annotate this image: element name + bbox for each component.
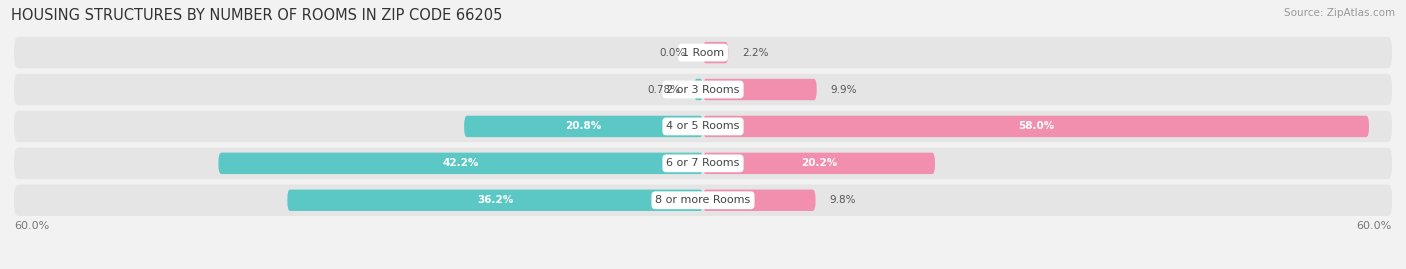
Text: 20.8%: 20.8% — [565, 121, 602, 132]
FancyBboxPatch shape — [14, 185, 1392, 216]
Text: 2 or 3 Rooms: 2 or 3 Rooms — [666, 84, 740, 94]
FancyBboxPatch shape — [695, 79, 703, 100]
FancyBboxPatch shape — [703, 42, 728, 63]
Text: 42.2%: 42.2% — [443, 158, 479, 168]
Text: 9.9%: 9.9% — [831, 84, 856, 94]
FancyBboxPatch shape — [218, 153, 703, 174]
FancyBboxPatch shape — [14, 74, 1392, 105]
FancyBboxPatch shape — [703, 190, 815, 211]
Text: 0.78%: 0.78% — [647, 84, 681, 94]
FancyBboxPatch shape — [464, 116, 703, 137]
Text: Source: ZipAtlas.com: Source: ZipAtlas.com — [1284, 8, 1395, 18]
FancyBboxPatch shape — [14, 148, 1392, 179]
Text: 4 or 5 Rooms: 4 or 5 Rooms — [666, 121, 740, 132]
FancyBboxPatch shape — [703, 153, 935, 174]
Text: 0.0%: 0.0% — [659, 48, 686, 58]
Text: 36.2%: 36.2% — [477, 195, 513, 205]
FancyBboxPatch shape — [287, 190, 703, 211]
Text: 60.0%: 60.0% — [14, 221, 49, 231]
Text: 9.8%: 9.8% — [830, 195, 856, 205]
FancyBboxPatch shape — [14, 37, 1392, 68]
FancyBboxPatch shape — [703, 79, 817, 100]
Text: 20.2%: 20.2% — [801, 158, 837, 168]
Text: 58.0%: 58.0% — [1018, 121, 1054, 132]
Text: 6 or 7 Rooms: 6 or 7 Rooms — [666, 158, 740, 168]
Text: 1 Room: 1 Room — [682, 48, 724, 58]
Text: 60.0%: 60.0% — [1357, 221, 1392, 231]
FancyBboxPatch shape — [14, 111, 1392, 142]
Text: HOUSING STRUCTURES BY NUMBER OF ROOMS IN ZIP CODE 66205: HOUSING STRUCTURES BY NUMBER OF ROOMS IN… — [11, 8, 502, 23]
Text: 2.2%: 2.2% — [742, 48, 769, 58]
Text: 8 or more Rooms: 8 or more Rooms — [655, 195, 751, 205]
FancyBboxPatch shape — [703, 116, 1369, 137]
